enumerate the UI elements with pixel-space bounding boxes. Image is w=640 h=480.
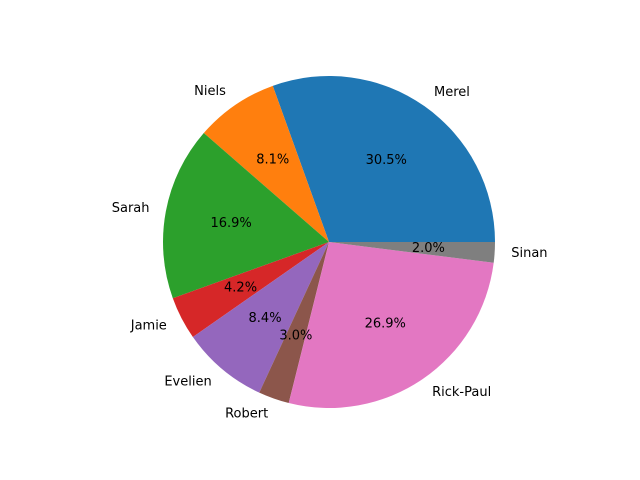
slice-percent-evelien: 8.4% [249,311,282,326]
pie-slice-rick-paul [288,242,494,408]
pie-slice-sarah [162,133,329,299]
pie-slice-robert [259,242,329,404]
slice-label-evelien: Evelien [164,374,211,389]
pie-slice-jamie [172,242,329,338]
slice-percent-sarah: 16.9% [210,216,251,231]
pie-slice-evelien [192,242,329,393]
slice-label-merel: Merel [434,85,470,100]
slice-label-robert: Robert [225,407,268,422]
slice-label-sinan: Sinan [511,246,547,261]
pie-slice-sinan [329,242,495,263]
slice-percent-merel: 30.5% [366,153,407,168]
slice-label-niels: Niels [194,84,226,99]
slice-percent-jamie: 4.2% [224,280,257,295]
pie-slices [162,75,495,408]
pie-percent-labels: 30.5% 8.1% 16.9% 4.2% 8.4% 3.0% 26.9% 2.0% [210,152,444,343]
slice-percent-rick-paul: 26.9% [365,317,406,332]
slice-percent-niels: 8.1% [256,152,289,167]
slice-label-sarah: Sarah [112,201,150,216]
slice-percent-robert: 3.0% [279,328,312,343]
slice-percent-sinan: 2.0% [412,241,445,256]
slice-label-rick-paul: Rick-Paul [432,385,491,400]
pie-labels: Merel Niels Sarah Jamie Evelien Robert Rick-Pa… [112,84,548,422]
slice-label-jamie: Jamie [130,318,167,333]
pie-slice-merel [272,75,495,242]
pie-slice-niels [203,85,329,243]
